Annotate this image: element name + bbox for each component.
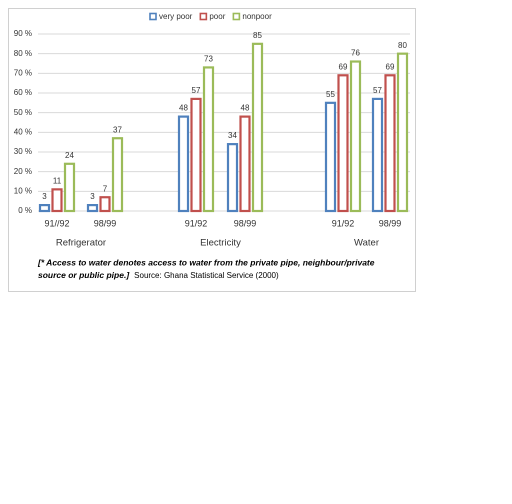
y-tick-label: 0 % — [18, 206, 32, 215]
y-tick-label: 60 % — [14, 88, 32, 97]
note-line: [* Access to water denotes access to wat… — [37, 257, 375, 267]
x-tick-label: 91/92 — [332, 218, 355, 228]
bar — [349, 60, 362, 213]
bar — [251, 42, 264, 213]
value-label: 57 — [373, 86, 382, 95]
source: Source: Ghana Statistical Service (2000) — [134, 271, 279, 280]
group-label: Refrigerator — [56, 238, 106, 249]
legend-label: very poor — [159, 12, 193, 21]
y-tick-label: 90 % — [14, 29, 32, 38]
bar — [51, 188, 63, 213]
value-label: 48 — [179, 104, 188, 113]
bar — [63, 162, 76, 213]
bar — [177, 115, 190, 213]
value-label: 3 — [90, 192, 95, 201]
note-line: source or public pipe.] — [38, 270, 130, 280]
value-label: 85 — [253, 31, 262, 40]
y-tick-label: 50 % — [14, 108, 32, 117]
value-label: 69 — [339, 62, 348, 71]
bar — [324, 101, 337, 213]
y-tick-label: 40 % — [14, 127, 32, 136]
bar — [239, 115, 251, 213]
legend-swatch — [232, 12, 241, 21]
value-label: 48 — [241, 104, 250, 113]
x-tick-label: 98/99 — [379, 218, 402, 228]
bar — [190, 97, 202, 213]
bar — [384, 74, 396, 213]
y-tick-label: 80 % — [14, 49, 32, 58]
legend-swatch — [149, 12, 157, 21]
bar — [111, 137, 124, 213]
value-label: 11 — [53, 176, 62, 185]
value-label: 3 — [42, 192, 47, 201]
bar — [371, 97, 384, 213]
value-label: 24 — [65, 151, 74, 160]
value-label: 37 — [113, 125, 122, 134]
x-tick-label: 91//92 — [44, 218, 69, 228]
group-label: Water — [354, 238, 379, 249]
y-tick-label: 20 % — [14, 167, 32, 176]
x-tick-label: 91/92 — [185, 218, 208, 228]
note-line: source or public pipe.] Source: Ghana Sta… — [38, 270, 279, 280]
group-label: Electricity — [200, 238, 241, 249]
legend-label: nonpoor — [242, 12, 272, 21]
value-label: 34 — [228, 131, 237, 140]
y-tick-label: 70 % — [14, 68, 32, 77]
value-label: 55 — [326, 90, 335, 99]
value-label: 69 — [386, 62, 395, 71]
value-label: 7 — [103, 184, 108, 193]
y-tick-label: 10 % — [14, 186, 32, 195]
bar — [396, 52, 409, 213]
bar — [99, 196, 111, 213]
value-label: 76 — [351, 49, 360, 58]
bar — [337, 74, 349, 213]
bar — [202, 66, 215, 213]
bar — [86, 204, 99, 213]
bar — [226, 143, 239, 213]
value-label: 73 — [204, 55, 213, 64]
bar — [38, 204, 51, 213]
legend-label: poor — [209, 12, 225, 21]
y-tick-label: 30 % — [14, 147, 32, 156]
x-tick-label: 98/99 — [234, 218, 257, 228]
value-label: 80 — [398, 41, 407, 50]
value-label: 57 — [192, 86, 201, 95]
legend-swatch — [199, 12, 208, 21]
x-tick-label: 98/99 — [94, 218, 117, 228]
